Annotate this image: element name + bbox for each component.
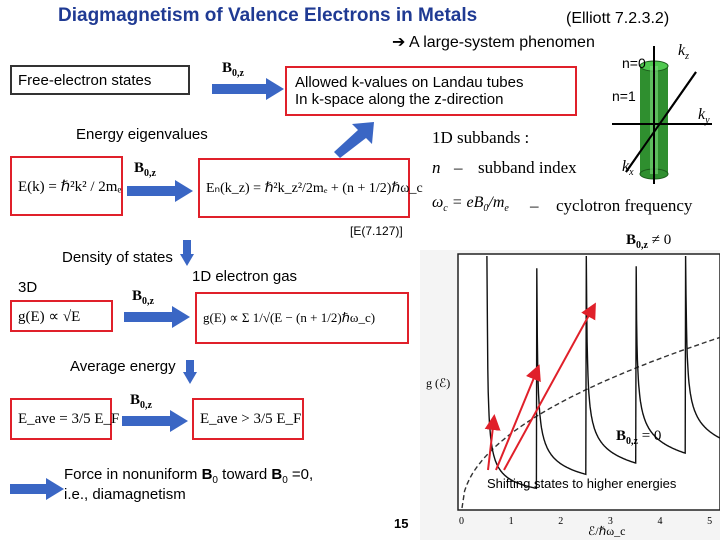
reference: (Elliott 7.2.3.2)	[566, 10, 670, 27]
x-tick-label: 5	[707, 516, 712, 527]
landau-dos-curve	[486, 255, 720, 490]
kz-label: kz	[678, 42, 690, 63]
arrow-right-icon: ➔	[392, 34, 406, 51]
x-tick-label: 0	[459, 516, 464, 527]
dos-figure: 0 1 2 3 4 5	[420, 250, 720, 540]
x-tick-label: 1	[509, 516, 514, 527]
b0z-label-2: B0,z	[134, 160, 156, 179]
shift-arrows	[484, 302, 596, 471]
eave-free-eq: E_ave = 3/5 E_F	[18, 410, 120, 427]
arrow-right-force	[10, 478, 64, 500]
x-tick-label: 3	[608, 516, 613, 527]
arrow-right-1	[212, 78, 284, 100]
force-line1: Force in nonuniform B0 toward B0 =0,	[64, 466, 314, 486]
x-tick-label: 4	[657, 516, 662, 527]
arrow-right-3	[124, 306, 190, 328]
arrow-down-ave	[183, 360, 197, 384]
arrow-up-right	[334, 122, 374, 158]
one-d-label: 1D electron gas	[192, 268, 298, 285]
average-energy-label: Average energy	[70, 358, 176, 375]
b0z-label-1: B0,z	[222, 60, 244, 79]
plot-x-label: ℰ/ℏω_c	[588, 524, 626, 538]
dos-1d-eq: g(E) ∝ Σ 1/√(E − (n + 1/2)ℏω_c)	[203, 310, 376, 325]
subband-n: n	[432, 158, 441, 177]
arrow-right-2	[127, 180, 193, 202]
allowed-k-line2: In k-space along the z-direction	[295, 91, 504, 108]
subbands-heading: 1D subbands :	[432, 128, 530, 147]
dos-3d-eq: g(E) ∝ √E	[18, 308, 81, 325]
subband-index-label: subband index	[478, 158, 577, 177]
omega-c-eq: ωc = eB0/me	[432, 194, 509, 215]
subtitle: ➔ A large-system phenomen	[392, 34, 595, 51]
b0z-label-3: B0,z	[132, 288, 154, 307]
dos-3d-box: g(E) ∝ √E	[10, 300, 113, 332]
arrow-down-dos	[180, 240, 194, 266]
eave-free-box: E_ave = 3/5 E_F	[10, 398, 119, 440]
page-number: 15	[394, 516, 409, 531]
free-energy-box: E(k) = ℏ²k² / 2mₑ	[10, 156, 123, 216]
arrow-right-4	[122, 410, 188, 432]
ky-label: ky	[698, 106, 710, 127]
free-electron-states-label: Free-electron states	[18, 71, 152, 89]
energy-eigenvalues-label: Energy eigenvalues	[76, 126, 208, 143]
plot-y-label: g (ℰ)	[426, 376, 451, 390]
b0z-label-4: B0,z	[130, 392, 152, 411]
b0z-eq0-label: B0,z = 0	[616, 428, 662, 447]
tube-n0-label: n=0	[622, 55, 646, 71]
landau-energy-box: Eₙ(k_z) = ℏ²k_z²/2mₑ + (n + 1/2)ℏω_c	[198, 158, 423, 218]
landau-tube-diagram	[612, 46, 712, 184]
force-text: Force in nonuniform B0 toward B0 =0, i.e…	[64, 466, 313, 503]
omega-c-dash: –	[530, 196, 539, 215]
tube-n1-label: n=1	[612, 88, 636, 104]
equation-ref: [E(7.127)]	[350, 224, 403, 238]
shifting-label: Shifting states to higher energies	[487, 476, 677, 491]
dos-plot-svg: 0 1 2 3 4 5	[420, 250, 720, 540]
cyclotron-frequency-label: cyclotron frequency	[556, 196, 693, 215]
subband-n-dash: –	[454, 158, 463, 177]
dos-1d-box: g(E) ∝ Σ 1/√(E − (n + 1/2)ℏω_c)	[195, 292, 409, 344]
force-line2: i.e., diamagnetism	[64, 486, 186, 503]
eave-field-eq: E_ave > 3/5 E_F	[200, 410, 302, 427]
eave-field-box: E_ave > 3/5 E_F	[192, 398, 304, 440]
x-tick-label: 2	[558, 516, 563, 527]
density-of-states-label: Density of states	[62, 249, 173, 266]
three-d-label: 3D	[18, 279, 38, 296]
b0z-neq0-label: B0,z ≠ 0	[626, 232, 672, 251]
sqrt-dos-curve	[461, 336, 720, 509]
allowed-k-box: Allowed k-values on Landau tubes In k-sp…	[285, 66, 577, 116]
free-energy-eq: E(k) = ℏ²k² / 2mₑ	[18, 178, 122, 195]
landau-energy-eq: Eₙ(k_z) = ℏ²k_z²/2mₑ + (n + 1/2)ℏω_c	[206, 180, 423, 196]
free-electron-states-box: Free-electron states	[10, 65, 190, 95]
kx-label: kx	[622, 158, 634, 179]
slide-title: Diagmagnetism of Valence Electrons in Me…	[58, 5, 478, 26]
allowed-k-line1: Allowed k-values on Landau tubes	[295, 74, 524, 91]
